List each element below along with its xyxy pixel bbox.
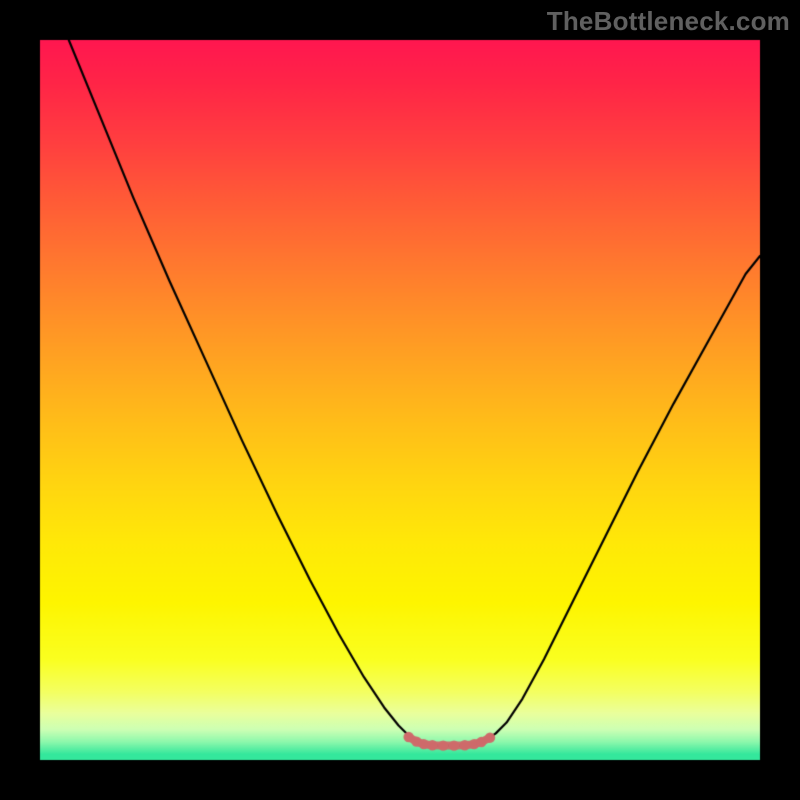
- chart-stage: TheBottleneck.com: [0, 0, 800, 800]
- bottleneck-chart-canvas: [0, 0, 800, 800]
- watermark-text: TheBottleneck.com: [547, 6, 790, 37]
